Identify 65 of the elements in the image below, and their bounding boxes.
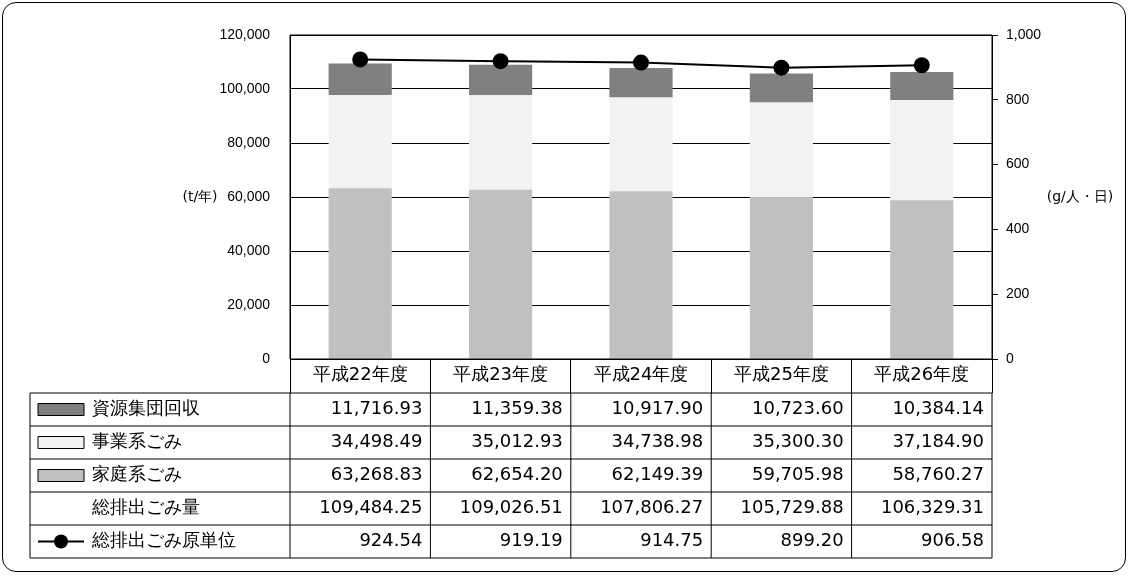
bar (469, 64, 533, 96)
data-label: 11,716.93 (330, 397, 423, 419)
x-tick-label: 平成22年度 (312, 363, 408, 385)
x-tick-label: 平成24年度 (593, 363, 689, 385)
y-tick-label: 100,000 (219, 79, 271, 96)
legend-label: 事業系ごみ (92, 430, 182, 452)
bar (328, 95, 392, 189)
bar (749, 73, 813, 103)
data-label: 919.19 (499, 529, 563, 551)
y2-tick-label: 200 (1006, 285, 1030, 302)
bar (609, 67, 673, 98)
bar (890, 99, 954, 201)
text: 総排出ごみ量 (91, 496, 200, 518)
bar (890, 71, 954, 100)
bar (469, 95, 533, 190)
bar (749, 102, 813, 198)
bar (609, 97, 673, 192)
legend-label: 総排出ごみ原単位 (91, 529, 236, 551)
y2-axis-title: (g/人・日) (1046, 187, 1114, 204)
data-label: 37,184.90 (892, 430, 984, 452)
data-label: 906.58 (921, 529, 984, 551)
data-label: 899.20 (780, 529, 844, 551)
y2-tick-label: 800 (1006, 90, 1030, 107)
data-label: 11,359.38 (471, 397, 563, 419)
data-label: 35,300.30 (751, 430, 844, 452)
y-tick-label: 80,000 (227, 133, 271, 150)
data-label: 35,012.93 (471, 430, 563, 452)
x-tick-label: 平成25年度 (733, 363, 829, 385)
data-label: 58,760.27 (892, 463, 984, 485)
y-tick-label: 20,000 (227, 295, 271, 312)
y2-tick-label: 400 (1006, 220, 1030, 237)
data-label: 914.75 (640, 529, 704, 551)
bar (328, 63, 392, 96)
bar (609, 191, 673, 359)
data-label: 62,654.20 (471, 463, 563, 485)
x-tick-label: 平成26年度 (874, 363, 970, 385)
data-label: 59,705.98 (751, 463, 844, 485)
data-label: 34,738.98 (611, 430, 704, 452)
text: 109,026.51 (459, 496, 563, 518)
text: 109,484.25 (319, 496, 423, 518)
y-axis-title: (t/年) (182, 187, 218, 204)
data-label: 10,384.14 (892, 397, 984, 419)
data-label: 924.54 (359, 529, 423, 551)
bar (469, 189, 533, 359)
bar (890, 200, 954, 359)
bar (328, 188, 392, 359)
x-tick-label: 平成23年度 (453, 363, 549, 385)
legend-label: 資源集団回収 (92, 397, 200, 419)
data-label: 34,498.49 (330, 430, 423, 452)
text: 107,806.27 (600, 496, 704, 518)
data-label: 10,723.60 (751, 397, 844, 419)
y-tick-label: 0 (262, 349, 271, 366)
legend-label: 家庭系ごみ (92, 463, 182, 485)
bar (749, 197, 813, 359)
data-label: 62,149.39 (611, 463, 704, 485)
y-tick-label: 40,000 (227, 241, 271, 258)
y-tick-label: 60,000 (227, 187, 271, 204)
y2-tick-label: 600 (1006, 155, 1030, 172)
data-label: 63,268.83 (330, 463, 423, 485)
text: 105,729.88 (740, 496, 844, 518)
y-tick-label: 120,000 (219, 25, 271, 42)
text: 106,329.31 (880, 496, 984, 518)
data-label: 10,917.90 (611, 397, 704, 419)
y2-tick-label: 1,000 (1006, 25, 1042, 42)
y2-tick-label: 0 (1006, 349, 1014, 366)
